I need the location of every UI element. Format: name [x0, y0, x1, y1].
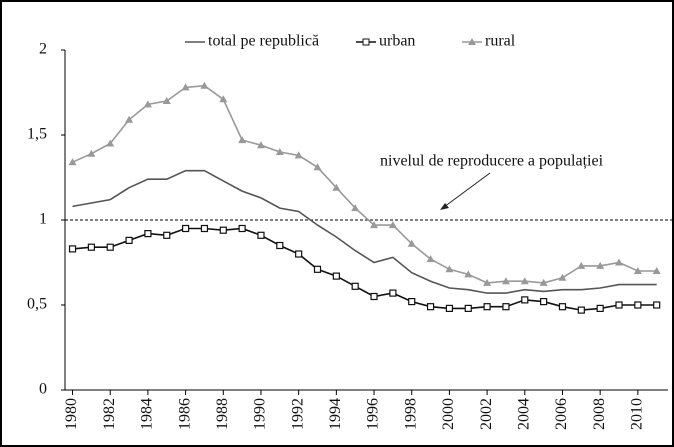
x-tick-label: 1982 [101, 398, 118, 430]
x-tick-label: 1994 [327, 398, 344, 430]
marker [125, 236, 133, 244]
marker [106, 139, 115, 147]
annotation-arrowhead [440, 203, 449, 210]
marker [445, 304, 454, 312]
marker [520, 277, 529, 285]
legend-marker [362, 38, 370, 46]
marker [558, 273, 567, 281]
marker [502, 303, 510, 311]
legend-label: rural [485, 33, 516, 50]
marker [483, 303, 491, 311]
series-line [72, 169, 657, 294]
y-tick-label: 1 [39, 211, 47, 228]
marker [143, 100, 152, 108]
marker [219, 95, 228, 103]
marker [652, 267, 661, 274]
x-tick-label: 2008 [591, 398, 608, 430]
y-tick-label: 1,5 [27, 126, 47, 143]
marker [106, 243, 114, 251]
marker [200, 224, 209, 233]
x-tick-label: 1998 [402, 398, 419, 430]
marker [200, 81, 209, 89]
legend-label: total pe republică [208, 33, 319, 50]
marker [68, 245, 77, 253]
marker [294, 151, 303, 159]
marker [615, 301, 623, 309]
marker [521, 296, 529, 304]
reference-annotation: nivelul de reproducere a populației [380, 153, 604, 170]
marker [182, 224, 190, 233]
x-tick-label: 1984 [139, 398, 156, 430]
marker [313, 265, 322, 273]
x-tick-label: 1980 [63, 398, 80, 430]
x-tick-label: 2006 [553, 398, 570, 430]
marker [558, 303, 567, 311]
annotation-arrow [443, 172, 491, 208]
marker [501, 277, 510, 285]
x-tick-label: 1996 [365, 398, 382, 430]
marker [257, 231, 265, 239]
x-tick-label: 1992 [289, 398, 306, 430]
marker [596, 261, 605, 269]
marker [615, 258, 624, 266]
marker [163, 231, 171, 239]
marker [144, 230, 152, 238]
marker [181, 83, 190, 91]
marker [125, 115, 134, 123]
marker [87, 149, 96, 157]
legend-label: urban [379, 33, 415, 50]
marker [238, 224, 246, 233]
marker [464, 270, 473, 278]
legend-marker [468, 38, 476, 45]
marker [332, 183, 341, 191]
x-tick-label: 2002 [478, 398, 495, 430]
x-tick-label: 2000 [440, 398, 457, 430]
marker [68, 158, 77, 166]
marker [276, 241, 284, 250]
marker [351, 282, 359, 290]
marker [633, 267, 642, 274]
marker [332, 272, 340, 280]
marker [483, 278, 492, 286]
marker [389, 289, 397, 297]
marker [370, 221, 379, 229]
y-tick-label: 0,5 [27, 296, 47, 313]
marker [577, 261, 586, 269]
marker [388, 221, 397, 229]
marker [596, 304, 604, 312]
y-tick-label: 0 [39, 381, 47, 398]
marker [445, 265, 454, 273]
x-tick-label: 1990 [252, 398, 269, 430]
marker [426, 303, 435, 311]
marker [87, 243, 95, 251]
series-line [72, 84, 657, 284]
marker [238, 136, 247, 144]
marker [577, 306, 585, 314]
marker [464, 304, 472, 312]
marker [313, 163, 322, 171]
marker [426, 255, 435, 263]
marker [295, 250, 303, 258]
marker [653, 301, 661, 309]
marker [275, 148, 284, 155]
marker [634, 301, 642, 309]
y-tick-label: 2 [39, 41, 47, 58]
x-tick-label: 1988 [214, 398, 231, 430]
marker [162, 97, 171, 104]
marker [370, 292, 378, 301]
marker [540, 298, 548, 306]
marker [351, 204, 360, 212]
x-tick-label: 1986 [176, 398, 193, 430]
marker [219, 226, 227, 234]
marker [539, 278, 548, 286]
x-tick-label: 2010 [629, 398, 646, 430]
x-tick-label: 2004 [515, 398, 532, 430]
marker [256, 141, 265, 149]
marker [408, 298, 416, 306]
marker [407, 239, 416, 247]
